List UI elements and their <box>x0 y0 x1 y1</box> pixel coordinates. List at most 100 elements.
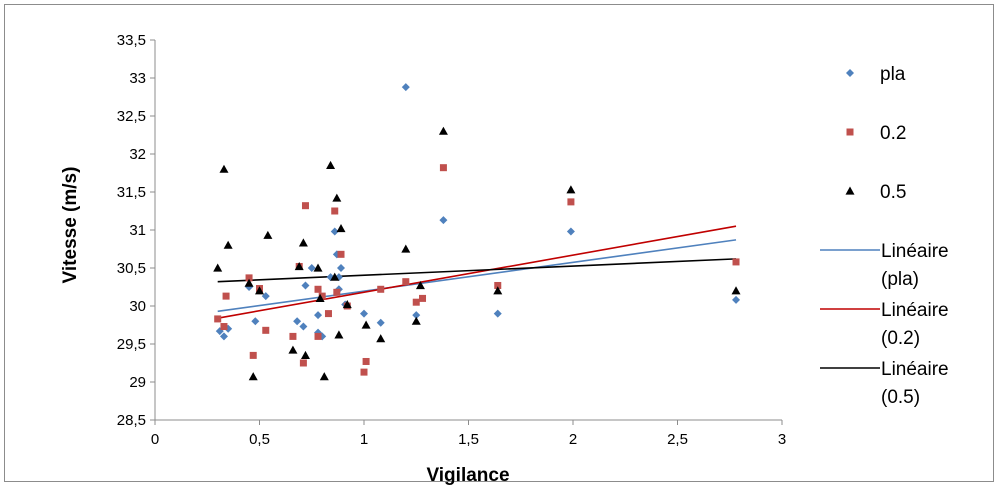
data-point-diamond <box>299 322 308 331</box>
legend-label: Linéaire <box>881 300 949 321</box>
data-point-diamond <box>293 317 302 326</box>
data-point-diamond <box>314 311 323 320</box>
data-point-square <box>360 368 368 376</box>
data-point-square <box>419 294 427 302</box>
y-tick-label: 32 <box>129 146 146 163</box>
data-point-triangle <box>255 286 264 295</box>
data-point-triangle <box>438 126 448 135</box>
data-point-triangle <box>294 261 304 271</box>
chart-frame <box>4 4 994 482</box>
data-point-square <box>299 359 307 367</box>
data-point-square <box>439 164 447 172</box>
data-point-triangle <box>326 160 336 169</box>
data-point-triangle <box>219 164 229 173</box>
data-point-square <box>222 292 230 300</box>
data-point-square <box>220 323 228 331</box>
legend-label: Linéaire <box>881 359 949 380</box>
data-point-square <box>412 298 420 306</box>
data-point-square <box>318 292 326 300</box>
y-tick-label: 33 <box>129 70 146 87</box>
legend: pla 0.2 0.5 Linéaire (pla) Linéaire (0.2) Linéa… <box>820 64 949 408</box>
data-point-triangle <box>361 320 371 329</box>
data-point-triangle <box>332 193 342 202</box>
data-point-square <box>362 357 370 365</box>
legend-label: (0.2) <box>881 328 920 349</box>
data-points <box>213 83 741 381</box>
data-point-square <box>331 207 339 215</box>
data-point-square <box>377 285 385 293</box>
x-tick-label: 1 <box>360 431 368 448</box>
legend-marker-triangle <box>845 186 855 195</box>
data-point-diamond <box>307 264 316 272</box>
data-point-triangle <box>401 244 411 253</box>
data-point-triangle <box>376 334 386 343</box>
data-point-square <box>732 258 740 266</box>
data-point-diamond <box>219 332 228 341</box>
data-point-triangle <box>319 372 329 381</box>
legend-label: (0.5) <box>881 387 920 408</box>
data-point-diamond <box>301 281 310 290</box>
data-point-triangle <box>330 272 340 281</box>
data-point-triangle <box>298 238 308 247</box>
x-axis-title: Vigilance <box>426 465 509 486</box>
legend-label: 0.2 <box>880 123 906 144</box>
trendline-1 <box>217 225 737 319</box>
data-point-diamond <box>439 216 448 225</box>
legend-label: Linéaire <box>881 241 949 262</box>
x-tick-label: 0 <box>151 431 159 448</box>
data-point-diamond <box>566 227 575 236</box>
trendline-0 <box>217 239 737 313</box>
x-tick-label: 2 <box>569 431 577 448</box>
data-point-triangle <box>493 286 503 295</box>
legend-label: pla <box>880 64 906 85</box>
x-tick-label: 2,5 <box>667 431 688 448</box>
data-point-square <box>333 288 341 296</box>
x-tick-label: 0,5 <box>249 431 270 448</box>
data-point-diamond <box>376 318 385 327</box>
data-point-square <box>314 332 322 340</box>
data-point-square <box>402 278 410 286</box>
data-point-square <box>567 198 575 206</box>
data-point-diamond <box>337 264 346 272</box>
data-point-square <box>301 202 309 210</box>
data-point-square <box>289 332 297 340</box>
data-point-triangle <box>566 185 576 194</box>
trendline-2 <box>217 258 737 283</box>
data-point-square <box>262 326 270 334</box>
data-point-square <box>245 274 253 282</box>
x-tick-label: 1,5 <box>458 431 479 448</box>
data-point-square <box>324 310 332 318</box>
data-point-square <box>337 250 345 258</box>
data-point-diamond <box>412 311 421 320</box>
data-point-diamond <box>493 309 502 318</box>
y-axis-title: Vitesse (m/s) <box>60 167 81 284</box>
data-point-triangle <box>315 293 325 302</box>
data-point-diamond <box>360 309 368 318</box>
legend-marker-square <box>846 128 854 136</box>
data-point-triangle <box>731 286 741 295</box>
data-point-triangle <box>336 223 346 233</box>
data-point-diamond <box>401 83 410 92</box>
data-point-triangle <box>342 299 352 309</box>
y-tick-label: 31 <box>129 222 146 239</box>
y-tick-label: 30,5 <box>117 260 146 277</box>
data-point-triangle <box>213 263 223 272</box>
data-point-triangle <box>248 372 258 381</box>
y-tick-label: 28,5 <box>117 412 146 429</box>
data-point-triangle <box>223 240 233 249</box>
legend-label: (pla) <box>881 269 919 290</box>
data-point-square <box>314 285 322 293</box>
data-point-triangle <box>300 350 310 359</box>
y-tick-label: 29 <box>129 374 146 391</box>
trendlines <box>217 225 737 319</box>
data-point-triangle <box>288 345 298 354</box>
legend-label: 0.5 <box>880 182 906 203</box>
data-point-diamond <box>330 227 339 236</box>
data-point-square <box>249 351 257 359</box>
data-point-triangle <box>411 316 421 325</box>
data-point-triangle <box>313 263 323 272</box>
data-point-triangle <box>263 230 273 239</box>
y-tick-label: 32,5 <box>117 108 146 125</box>
